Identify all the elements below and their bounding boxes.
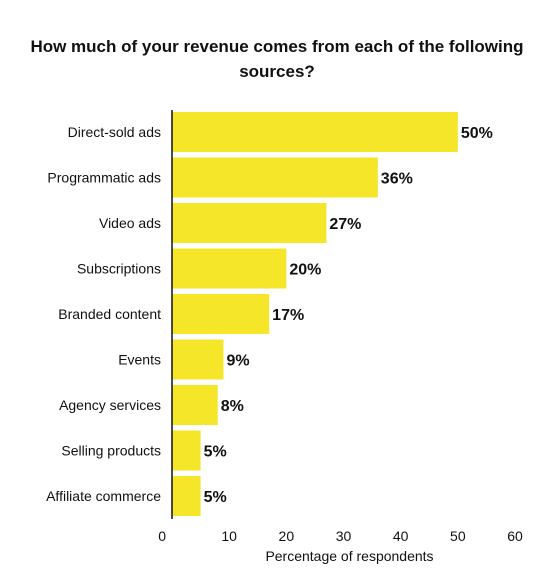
category-label: Selling products <box>61 443 161 459</box>
x-tick-label: 0 <box>158 528 166 544</box>
x-tick-label: 30 <box>336 528 352 544</box>
category-label: Agency services <box>59 397 161 413</box>
x-tick-label: 20 <box>279 528 295 544</box>
x-axis-label: Percentage of respondents <box>265 548 433 564</box>
data-label: 8% <box>221 398 244 415</box>
x-tick-label: 50 <box>450 528 466 544</box>
bar <box>172 157 378 198</box>
bar <box>172 430 201 471</box>
data-label: 5% <box>204 489 227 506</box>
category-label: Events <box>118 352 161 368</box>
bar <box>172 203 327 243</box>
data-label: 36% <box>381 171 413 188</box>
category-label: Affiliate commerce <box>46 488 161 504</box>
bar <box>172 385 218 425</box>
category-label: Subscriptions <box>77 261 161 277</box>
category-label: Direct-sold ads <box>68 124 161 140</box>
chart-title: How much of your revenue comes from each… <box>30 37 524 81</box>
bar <box>172 248 287 289</box>
data-label: 17% <box>272 307 304 324</box>
bar <box>172 339 224 380</box>
bar <box>172 112 458 152</box>
category-label: Branded content <box>58 306 161 322</box>
bar <box>172 294 270 334</box>
x-tick-label: 10 <box>221 528 237 544</box>
data-label: 27% <box>329 216 361 233</box>
category-label: Programmatic ads <box>47 170 161 186</box>
data-label: 9% <box>226 353 249 370</box>
category-label: Video ads <box>99 215 161 231</box>
data-label: 20% <box>289 262 321 279</box>
x-tick-label: 60 <box>507 528 523 544</box>
data-label: 50% <box>461 125 493 142</box>
x-tick-label: 40 <box>393 528 409 544</box>
data-label: 5% <box>204 444 227 461</box>
bar <box>172 476 201 516</box>
